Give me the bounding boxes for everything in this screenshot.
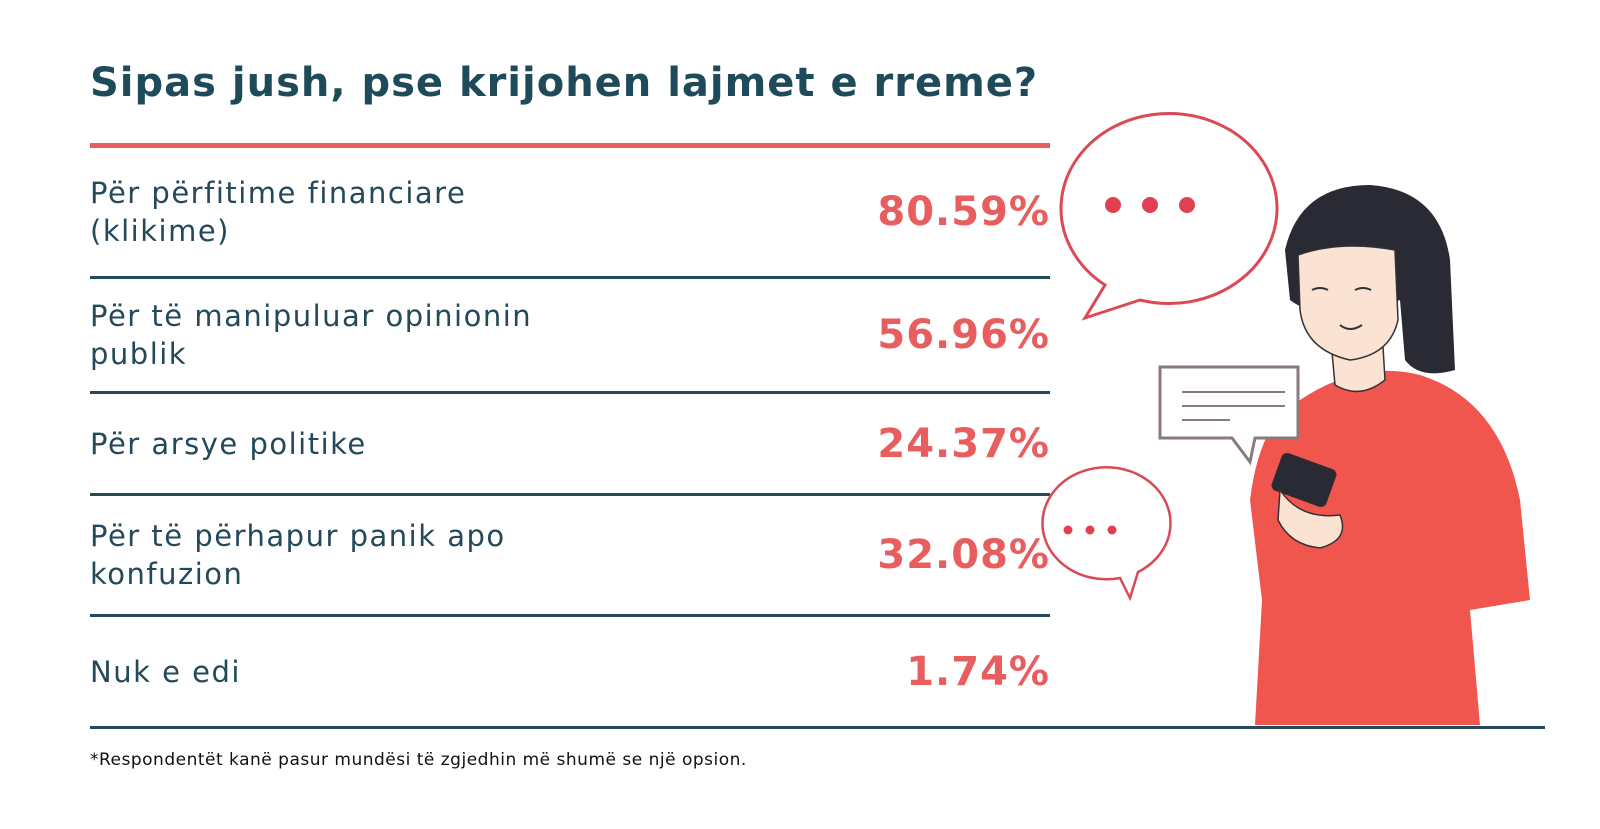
row-value: 80.59% bbox=[877, 189, 1050, 235]
table-row: Për arsye politike 24.37% bbox=[90, 394, 1050, 496]
row-label: Për të manipuluar opinionin publik bbox=[90, 299, 533, 371]
row-label: Për të përhapur panik apo konfuzion bbox=[90, 519, 506, 591]
title: Sipas jush, pse krijohen lajmet e rreme? bbox=[90, 60, 1039, 106]
row-value: 32.08% bbox=[877, 532, 1050, 578]
row-value: 24.37% bbox=[877, 420, 1050, 467]
row-label: Për arsye politike bbox=[90, 426, 367, 461]
row-value: 56.96% bbox=[877, 312, 1050, 358]
row-label: Nuk e edi bbox=[90, 654, 241, 689]
table-row: Për të përhapur panik apo konfuzion 32.0… bbox=[90, 496, 1050, 617]
table-row: Për të manipuluar opinionin publik 56.96… bbox=[90, 279, 1050, 394]
title-rule bbox=[90, 143, 1050, 148]
row-value: 1.74% bbox=[906, 648, 1050, 695]
illustration bbox=[1041, 112, 1530, 725]
table-row: Nuk e edi 1.74% bbox=[90, 617, 1545, 729]
footnote: *Respondentët kanë pasur mundësi të zgje… bbox=[90, 750, 747, 770]
table-row: Për përfitime financiare (klikime) 80.59… bbox=[90, 148, 1050, 279]
row-label: Për përfitime financiare (klikime) bbox=[90, 176, 467, 248]
